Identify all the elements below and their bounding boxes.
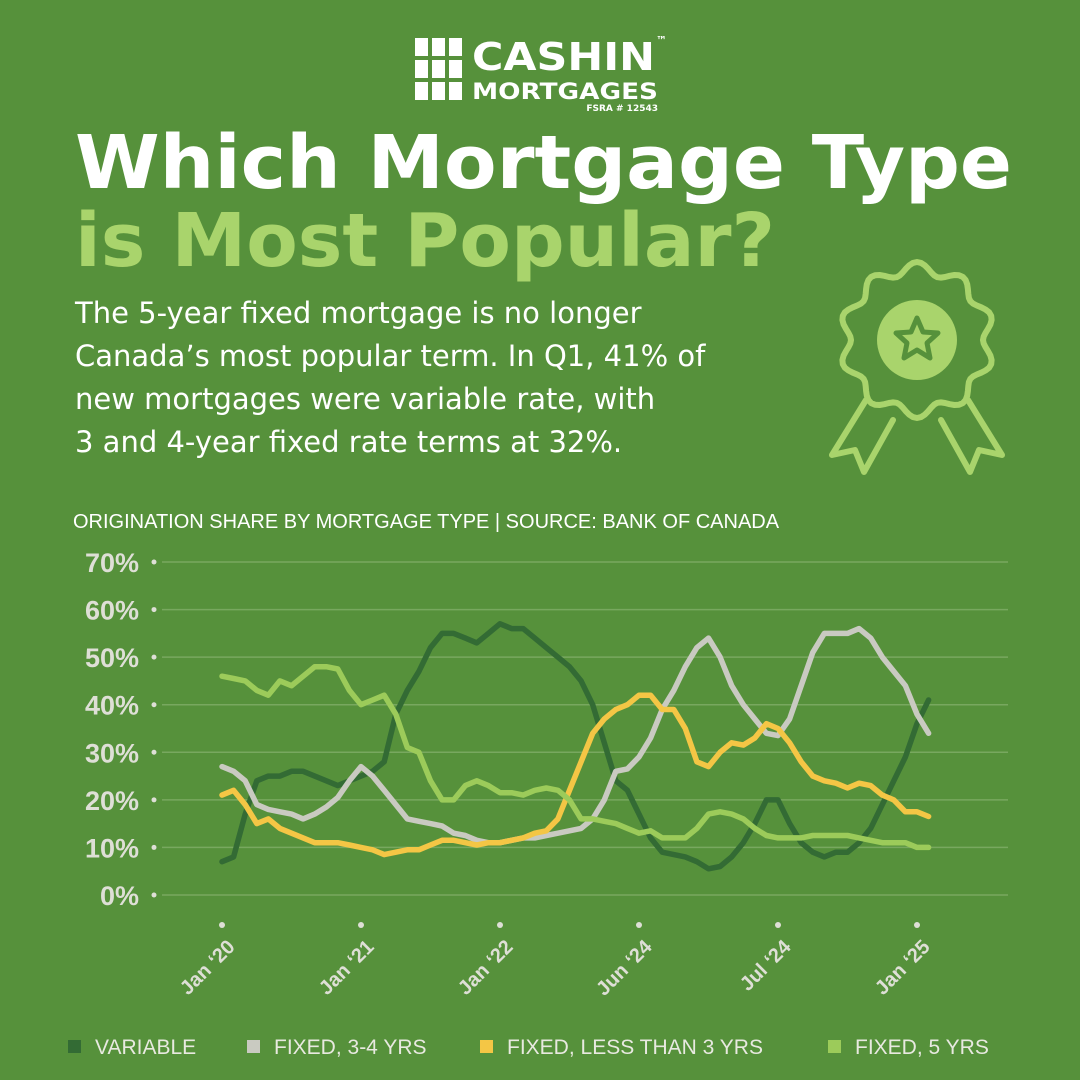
series-line [219, 625, 932, 846]
legend-label: FIXED, LESS THAN 3 YRS [507, 1036, 763, 1059]
logo-license: FSRA # 12543 [586, 104, 658, 114]
y-tick-dot [151, 702, 157, 708]
y-tick-dot [151, 844, 157, 850]
y-tick-dot [151, 749, 157, 755]
y-tick-dot [151, 654, 157, 660]
x-tick-dot [497, 922, 503, 928]
body-text: new mortgages were variable rate, with [75, 382, 655, 416]
y-tick-label: 50% [85, 643, 139, 673]
y-tick-label: 30% [85, 738, 139, 768]
legend-label: VARIABLE [95, 1036, 196, 1059]
y-tick-dot [151, 797, 157, 803]
x-tick-dot [636, 922, 642, 928]
chart-title: ORIGINATION SHARE BY MORTGAGE TYPE | SOU… [73, 511, 780, 533]
series-line [219, 621, 932, 872]
x-tick-dot [358, 922, 364, 928]
y-tick-label: 40% [85, 691, 139, 721]
body-text: The 5-year fixed mortgage is no longer [74, 296, 642, 330]
legend-swatch [68, 1040, 81, 1053]
legend-swatch [480, 1040, 493, 1053]
y-tick-dot [151, 559, 157, 565]
series-line [219, 692, 932, 858]
x-tick-dot [775, 922, 781, 928]
series-line [219, 663, 932, 851]
y-tick-dot [151, 892, 157, 898]
body-text: 3 and 4-year fixed rate terms at 32%. [75, 425, 622, 459]
title-line2: is Most Popular? [75, 198, 775, 284]
x-tick-dot [914, 922, 920, 928]
legend-swatch [247, 1040, 260, 1053]
logo-icon [415, 38, 462, 100]
x-tick-dot [219, 922, 225, 928]
y-tick-label: 70% [85, 548, 139, 578]
logo-trademark: ™ [656, 34, 667, 47]
y-tick-dot [151, 607, 157, 613]
y-tick-label: 10% [85, 833, 139, 863]
legend-label: FIXED, 3-4 YRS [274, 1036, 427, 1059]
body-text: Canada’s most popular term. In Q1, 41% o… [75, 339, 706, 373]
legend-label: FIXED, 5 YRS [855, 1036, 989, 1059]
title-line1: Which Mortgage Type [75, 120, 1012, 206]
award-icon [829, 259, 1005, 475]
y-tick-label: 20% [85, 786, 139, 816]
logo-name: CASHIN [472, 35, 655, 79]
legend-swatch [828, 1040, 841, 1053]
logo-tagline: MORTGAGES [472, 80, 658, 105]
y-tick-label: 0% [100, 881, 139, 911]
y-tick-label: 60% [85, 596, 139, 626]
